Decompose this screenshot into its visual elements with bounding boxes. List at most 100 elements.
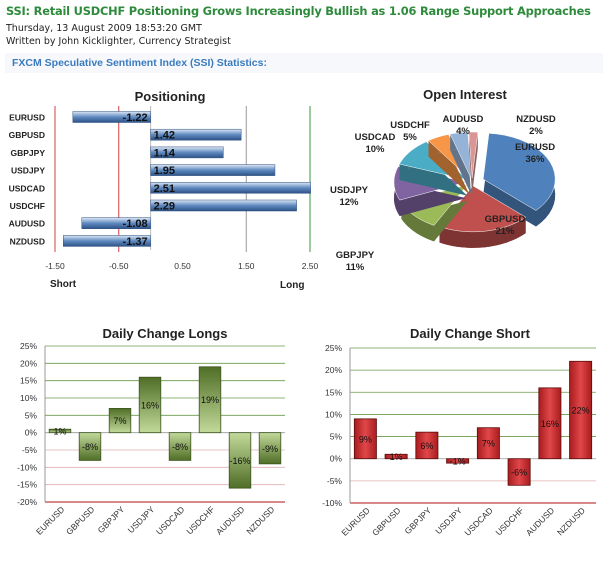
data-label: 16%: [541, 419, 559, 429]
data-label: 1%: [390, 452, 403, 462]
data-label: 19%: [201, 395, 219, 405]
data-label: -1%: [450, 456, 466, 466]
bar: [63, 235, 151, 247]
x-tick-label: -1.50: [45, 261, 65, 271]
x-tick-label: USDCAD: [462, 505, 494, 537]
category-label: NZDUSD: [10, 236, 45, 246]
data-label: -16%: [229, 456, 250, 466]
data-label: -1.22: [123, 112, 148, 124]
y-tick-label: -20%: [17, 497, 37, 507]
data-label: 6%: [420, 441, 433, 451]
y-tick-label: -10%: [17, 462, 37, 472]
bar: [446, 458, 470, 464]
bar: [258, 432, 282, 465]
x-tick-label: 0.50: [174, 261, 191, 271]
article-date: Thursday, 13 August 2009 18:53:20 GMT: [6, 23, 202, 34]
bar: [48, 428, 72, 434]
pie-slice: [439, 185, 527, 233]
data-label: 2.51: [154, 183, 175, 195]
data-label: 2.29: [154, 201, 175, 213]
x-tick-label: GBPUSD: [64, 504, 96, 536]
pie-label: AUDUSD: [443, 114, 484, 125]
pie-slice: [449, 131, 472, 179]
data-label: -6%: [511, 468, 527, 478]
x-tick-label: GBPJPY: [96, 504, 127, 535]
longs-title: Daily Change Longs: [103, 326, 228, 341]
pie-value: 5%: [403, 132, 417, 143]
x-tick-label: EURUSD: [34, 504, 66, 536]
pie-slice: [482, 133, 556, 211]
x-tick-label: AUDUSD: [214, 504, 246, 536]
bar: [476, 427, 500, 460]
pie-slice-edge: [439, 217, 526, 248]
pie-value: 12%: [339, 197, 359, 208]
x-tick-label: EURUSD: [339, 505, 371, 537]
y-tick-label: 15%: [20, 376, 37, 386]
category-label: GBPUSD: [9, 130, 45, 140]
bar: [538, 387, 562, 460]
bar: [384, 453, 408, 460]
data-label: -8%: [172, 442, 188, 452]
positioning-title: Positioning: [135, 89, 206, 104]
category-label: EURUSD: [9, 113, 45, 123]
data-label: 1.14: [154, 147, 176, 159]
pie-label: EURUSD: [515, 142, 555, 153]
y-tick-label: 10%: [325, 409, 342, 419]
x-tick-label: 1.50: [238, 261, 255, 271]
bar: [81, 217, 151, 229]
pie-label: GBPUSD: [485, 214, 526, 225]
x-tick-label: 2.50: [302, 261, 319, 271]
data-label: 1.42: [154, 130, 175, 142]
pie-value: 21%: [495, 226, 515, 237]
y-tick-label: -5%: [327, 476, 343, 486]
x-tick-label: AUDUSD: [524, 505, 556, 537]
data-label: 1.95: [154, 165, 175, 177]
article-byline: Written by John Kicklighter, Currency St…: [6, 36, 231, 47]
y-tick-label: 10%: [20, 393, 37, 403]
long-label: Long: [280, 280, 304, 291]
open-interest-title: Open Interest: [423, 87, 507, 102]
pie-value: 4%: [456, 126, 470, 137]
x-tick-label: USDCHF: [184, 504, 216, 536]
bar: [353, 418, 377, 460]
bar: [72, 111, 151, 123]
x-tick-label: USDJPY: [126, 504, 157, 535]
y-tick-label: 0%: [330, 454, 343, 464]
data-label: -1.37: [123, 236, 148, 248]
data-label: -1.08: [123, 218, 148, 230]
y-tick-label: -10%: [322, 498, 342, 508]
pie-label: USDCAD: [355, 132, 396, 143]
data-label: 7%: [482, 439, 495, 449]
data-label: 7%: [113, 416, 126, 426]
bar: [198, 366, 222, 434]
pie-label: USDJPY: [330, 185, 369, 196]
bar: [150, 146, 224, 159]
data-label: 22%: [572, 406, 590, 416]
pie-label: GBPJPY: [336, 250, 375, 261]
y-tick-label: 25%: [20, 341, 37, 351]
y-tick-label: 5%: [330, 432, 343, 442]
data-label: 16%: [141, 400, 159, 410]
bar: [569, 360, 593, 460]
bar: [150, 182, 311, 194]
pie-slice-side: [428, 150, 470, 195]
x-tick-label: NZDUSD: [244, 504, 276, 536]
bar: [150, 199, 297, 212]
category-label: USDJPY: [11, 166, 45, 176]
bar: [150, 164, 276, 176]
x-tick-label: USDJPY: [433, 505, 464, 536]
y-tick-label: 0%: [25, 428, 38, 438]
y-tick-label: 20%: [20, 358, 37, 368]
bar: [108, 407, 132, 434]
x-tick-label: USDCHF: [493, 505, 525, 537]
pie-value: 11%: [346, 262, 365, 273]
bar: [228, 432, 252, 489]
category-label: USDCAD: [9, 183, 45, 193]
pie-label: NZDUSD: [516, 114, 556, 125]
headline: SSI: Retail USDCHF Positioning Grows Inc…: [6, 4, 591, 18]
pie-value: 10%: [365, 144, 385, 155]
data-label: -9%: [262, 444, 278, 454]
section-header: FXCM Speculative Sentiment Index (SSI) S…: [5, 53, 603, 73]
category-label: GBPJPY: [11, 148, 46, 158]
pie-value: 2%: [529, 126, 543, 137]
